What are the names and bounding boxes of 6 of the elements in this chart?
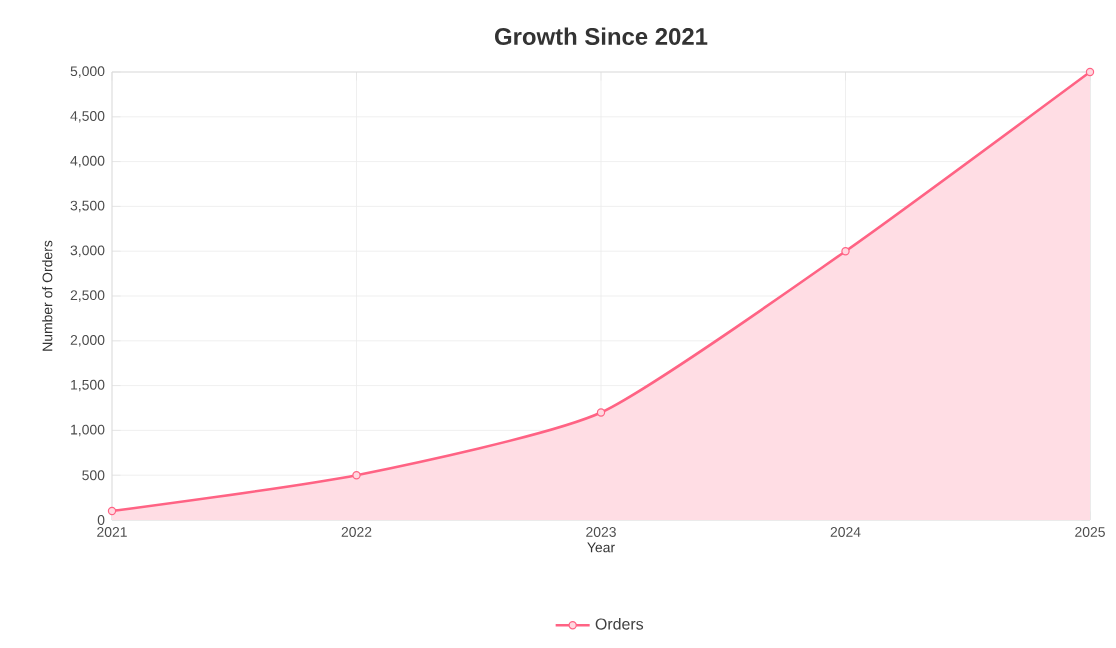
chart-title: Growth Since 2021 [495,27,708,45]
point [107,506,117,516]
point [841,247,850,256]
point [1085,67,1095,77]
point [596,408,606,417]
point [352,471,361,480]
